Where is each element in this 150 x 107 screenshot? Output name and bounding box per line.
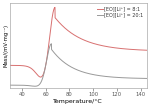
[EO][Li⁺] = 20:1 (117, 77, 118, 78)
[EO][Li⁺] = 8:1 (76, 36, 77, 37)
[EO][Li⁺] = 20:1 (16, 85, 18, 86)
Legend: [EO][Li⁺] = 8:1, [EO][Li⁺] = 20:1: [EO][Li⁺] = 8:1, [EO][Li⁺] = 20:1 (97, 6, 144, 18)
X-axis label: Temperature/°C: Temperature/°C (53, 99, 103, 104)
[EO][Li⁺] = 20:1 (142, 78, 144, 79)
[EO][Li⁺] = 20:1 (51, 43, 52, 44)
Y-axis label: Mass/(mV·mg⁻¹): Mass/(mV·mg⁻¹) (3, 24, 8, 67)
[EO][Li⁺] = 8:1 (16, 65, 18, 66)
[EO][Li⁺] = 20:1 (146, 78, 147, 79)
[EO][Li⁺] = 8:1 (72, 33, 74, 35)
[EO][Li⁺] = 8:1 (40, 76, 42, 78)
Line: [EO][Li⁺] = 8:1: [EO][Li⁺] = 8:1 (10, 7, 147, 77)
[EO][Li⁺] = 8:1 (54, 7, 56, 8)
Line: [EO][Li⁺] = 20:1: [EO][Li⁺] = 20:1 (10, 44, 147, 86)
[EO][Li⁺] = 20:1 (142, 78, 144, 79)
[EO][Li⁺] = 8:1 (142, 49, 144, 51)
[EO][Li⁺] = 8:1 (142, 49, 144, 51)
[EO][Li⁺] = 20:1 (72, 67, 74, 68)
[EO][Li⁺] = 20:1 (9, 85, 11, 86)
[EO][Li⁺] = 20:1 (76, 69, 77, 70)
[EO][Li⁺] = 8:1 (9, 65, 11, 66)
[EO][Li⁺] = 20:1 (34, 86, 36, 87)
[EO][Li⁺] = 8:1 (146, 50, 147, 51)
[EO][Li⁺] = 8:1 (117, 48, 118, 49)
